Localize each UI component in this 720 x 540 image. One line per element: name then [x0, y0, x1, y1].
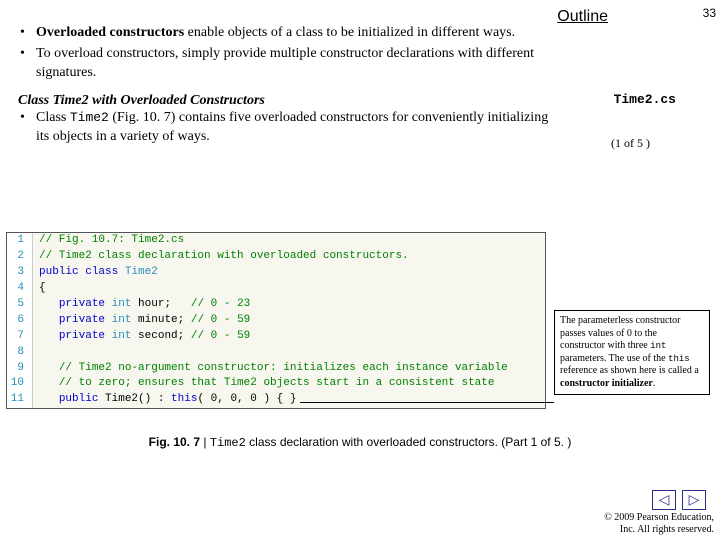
code-l2: // Time2 class declaration with overload… [39, 250, 409, 262]
section-bullet: Class Time2 (Fig. 10. 7) contains five o… [18, 109, 550, 147]
page-number: 33 [703, 6, 716, 20]
caption-rest: class declaration with overloaded constr… [246, 435, 571, 449]
next-button[interactable]: ▷ [682, 490, 706, 510]
callout-connector [300, 402, 554, 403]
bullet-1-term: Overloaded constructors [36, 25, 184, 40]
code-l7-c: // 0 - 59 [191, 330, 250, 342]
line-number: 10 [7, 376, 33, 392]
bullet-1: Overloaded constructors enable objects o… [18, 24, 550, 43]
code-listing: 1 // Fig. 10.7: Time2.cs 2 // Time2 class … [6, 232, 546, 409]
callout-t3: reference as shown here is called a [560, 365, 699, 376]
code-l3-kw1: public [39, 266, 79, 278]
callout-m1: int [650, 341, 666, 351]
outline-heading: Outline [557, 8, 608, 26]
code-l5-t: int [105, 298, 131, 310]
copyright-line2: Inc. All rights reserved. [604, 524, 714, 536]
part-label: (1 of 5 ) [611, 136, 650, 151]
line-number: 4 [7, 281, 33, 297]
code-l4: { [39, 282, 46, 294]
line-number: 2 [7, 249, 33, 265]
code-l7-t: int [105, 330, 131, 342]
section-heading: Class Time2 with Overloaded Constructors [18, 93, 550, 109]
code-l5-kw: private [59, 298, 105, 310]
bullet-1-rest: enable objects of a class to be initiali… [184, 25, 515, 40]
line-number: 6 [7, 313, 33, 329]
copyright-line1: © 2009 Pearson Education, [604, 512, 714, 524]
code-l7-r: second; [131, 330, 190, 342]
caption-mono: Time2 [210, 436, 246, 450]
callout-ci: constructor initializer [560, 378, 653, 389]
line-number: 5 [7, 297, 33, 313]
line-number: 8 [7, 345, 33, 361]
code-l6-t: int [105, 314, 131, 326]
figure-caption: Fig. 10. 7 | Time2 class declaration wit… [0, 434, 720, 451]
bullet-2: To overload constructors, simply provide… [18, 45, 550, 83]
code-l6-r: minute; [131, 314, 190, 326]
code-l11-r: Time2() : [98, 393, 171, 405]
code-l9: // Time2 no-argument constructor: initia… [59, 362, 508, 374]
code-l6-kw: private [59, 314, 105, 326]
callout-t4: . [653, 378, 656, 389]
callout-m2: this [668, 354, 690, 364]
para-a: Class [36, 110, 70, 125]
bullet-list: Overloaded constructors enable objects o… [18, 24, 550, 83]
callout-t2: parameters. The use of the [560, 353, 668, 364]
main-content: Overloaded constructors enable objects o… [0, 0, 560, 146]
code-l11-r2: ( 0, 0, 0 ) { } [197, 393, 296, 405]
prev-button[interactable]: ◁ [652, 490, 676, 510]
line-number: 7 [7, 329, 33, 345]
copyright: © 2009 Pearson Education, Inc. All right… [604, 512, 714, 536]
para-mono: Time2 [70, 110, 109, 125]
code-l7-kw: private [59, 330, 105, 342]
code-l3-kw2: class [85, 266, 118, 278]
code-l6-c: // 0 - 59 [191, 314, 250, 326]
code-l3-type: Time2 [118, 266, 158, 278]
line-number: 1 [7, 233, 33, 249]
line-number: 9 [7, 361, 33, 377]
code-l11-kw: public [59, 393, 99, 405]
caption-fig: Fig. 10. 7 [149, 435, 204, 449]
callout-box: The parameterless constructor passes val… [554, 310, 710, 395]
file-label: Time2.cs [614, 92, 676, 107]
section-list: Class Time2 (Fig. 10. 7) contains five o… [18, 109, 550, 147]
code-l5-r: hour; [131, 298, 190, 310]
code-l5-c: // 0 - 23 [191, 298, 250, 310]
code-l1: // Fig. 10.7: Time2.cs [39, 234, 184, 246]
line-number: 3 [7, 265, 33, 281]
para-b: (Fig. 10. 7) contains five overloaded co… [36, 110, 548, 144]
code-l10: // to zero; ensures that Time2 objects s… [59, 377, 495, 389]
line-number: 11 [7, 392, 33, 408]
nav-controls: ◁ ▷ [652, 490, 706, 510]
code-l11-kw2: this [171, 393, 197, 405]
